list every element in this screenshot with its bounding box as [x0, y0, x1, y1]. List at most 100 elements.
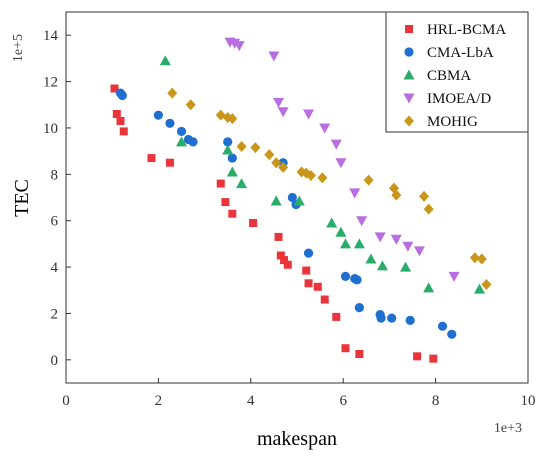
point-mohig — [363, 174, 374, 186]
legend-label-mohig: MOHIG — [427, 114, 478, 130]
point-hrl-bcma — [332, 312, 341, 321]
point-cma-lba — [165, 118, 175, 128]
point-cma-lba — [223, 137, 233, 147]
point-cbma — [353, 238, 365, 249]
point-cma-lba — [447, 329, 457, 339]
point-cma-lba — [188, 137, 198, 147]
point-imoea-d — [335, 158, 347, 169]
point-hrl-bcma — [276, 251, 285, 260]
point-hrl-bcma — [119, 127, 128, 136]
point-hrl-bcma — [302, 266, 311, 275]
point-hrl-bcma — [221, 198, 230, 207]
point-cma-lba — [376, 313, 386, 323]
x-tick-label: 4 — [247, 393, 255, 409]
point-imoea-d — [233, 41, 245, 52]
point-cbma — [293, 195, 305, 206]
point-cbma — [176, 136, 187, 147]
x-multiplier-label: 1e+3 — [494, 421, 522, 436]
point-hrl-bcma — [112, 110, 121, 119]
point-imoea-d — [349, 188, 361, 199]
legend-marker-imoea-d — [403, 93, 415, 104]
point-cbma — [365, 253, 377, 264]
point-cma-lba — [354, 303, 364, 313]
point-cma-lba — [303, 248, 314, 258]
point-cma-lba — [153, 110, 163, 120]
point-mohig — [423, 203, 434, 215]
y-tick-label: 12 — [43, 75, 58, 91]
point-cbma — [326, 217, 338, 228]
point-imoea-d — [277, 107, 289, 118]
data-points — [110, 37, 492, 363]
point-cma-lba — [340, 271, 351, 281]
y-tick-label: 2 — [51, 306, 59, 322]
point-imoea-d — [319, 123, 331, 134]
point-cbma — [222, 144, 234, 155]
legend-label-hrl-bcma: HRL-BCMA — [427, 22, 506, 38]
x-tick-label: 0 — [62, 393, 70, 409]
point-cbma — [335, 226, 347, 237]
point-mohig — [185, 99, 196, 111]
legend-marker-mohig — [404, 115, 414, 127]
point-hrl-bcma — [304, 279, 313, 288]
point-mohig — [250, 142, 261, 154]
point-cma-lba — [387, 313, 397, 323]
point-hrl-bcma — [280, 256, 289, 265]
y-multiplier-label: 1e+5 — [11, 34, 26, 62]
point-cma-lba — [287, 192, 297, 203]
plot-frame — [65, 11, 529, 384]
point-imoea-d — [356, 216, 368, 227]
point-cbma — [226, 166, 238, 177]
point-imoea-d — [448, 271, 460, 282]
axis-ticks: 0 2 4 6 8 10 0 2 4 6 8 10 12 14 — [43, 28, 536, 409]
point-hrl-bcma — [341, 344, 350, 353]
point-mohig — [167, 87, 178, 99]
y-tick-label: 4 — [51, 260, 59, 276]
point-imoea-d — [374, 232, 386, 243]
point-mohig — [236, 140, 247, 152]
point-mohig — [264, 149, 275, 161]
point-imoea-d — [303, 109, 315, 120]
point-hrl-bcma — [313, 282, 322, 291]
legend-label-cbma: CBMA — [427, 68, 471, 84]
x-tick-label: 8 — [432, 393, 440, 409]
point-hrl-bcma — [165, 158, 174, 167]
point-cma-lba — [117, 90, 127, 101]
point-mohig — [481, 278, 492, 290]
legend-marker-cma-lba — [404, 47, 414, 57]
point-cbma — [473, 283, 485, 294]
point-hrl-bcma — [249, 219, 258, 228]
x-axis-title: makespan — [257, 428, 337, 450]
point-hrl-bcma — [429, 354, 438, 363]
y-tick-label: 8 — [51, 167, 59, 183]
point-mohig — [305, 169, 316, 181]
y-axis-title: TEC — [11, 179, 33, 217]
legend-label-imoea-d: IMOEA/D — [427, 91, 491, 107]
point-cbma — [340, 238, 352, 249]
point-cbma — [423, 282, 435, 293]
point-mohig — [317, 172, 328, 184]
point-cbma — [159, 55, 171, 66]
point-cbma — [236, 178, 248, 189]
point-mohig — [469, 252, 480, 264]
y-tick-label: 6 — [51, 214, 59, 230]
y-tick-label: 14 — [43, 28, 59, 44]
point-imoea-d — [273, 97, 285, 108]
point-mohig — [419, 190, 430, 202]
point-cma-lba — [405, 315, 415, 325]
point-hrl-bcma — [216, 179, 225, 188]
point-mohig — [476, 253, 487, 265]
point-cma-lba — [437, 321, 448, 331]
point-mohig — [278, 161, 289, 173]
point-mohig — [227, 113, 238, 125]
point-mohig — [271, 157, 282, 169]
point-cbma — [270, 195, 282, 206]
point-imoea-d — [268, 51, 280, 62]
point-imoea-d — [390, 234, 402, 245]
point-cma-lba — [176, 126, 187, 137]
point-imoea-d — [413, 246, 425, 257]
point-hrl-bcma — [355, 350, 364, 359]
point-hrl-bcma — [228, 209, 237, 218]
y-tick-label: 0 — [51, 353, 59, 369]
x-tick-label: 6 — [339, 393, 347, 409]
